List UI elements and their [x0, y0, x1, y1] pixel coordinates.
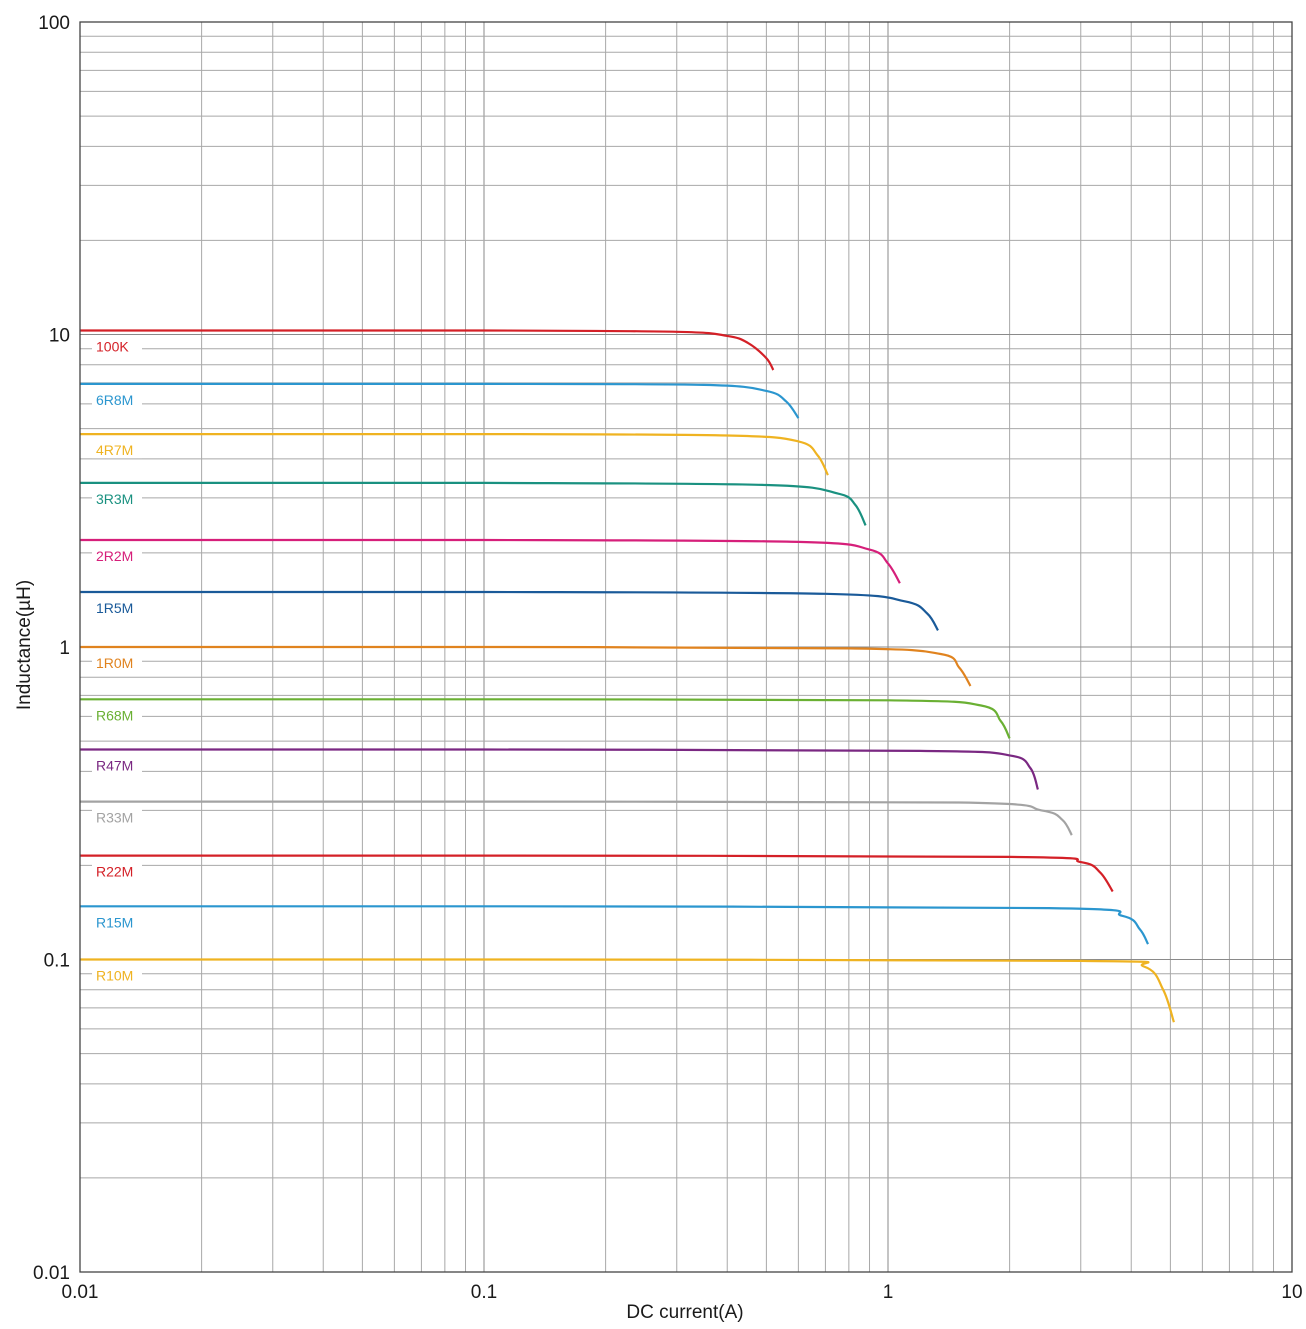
series-labels: 100K 6R8M 4R7M 3R3M 2R2M 1R5M 1R0M R68M R47M R33M…: [92, 337, 142, 984]
x-tick-label: 0.01: [62, 1282, 99, 1303]
series-label-100k: 100K: [96, 338, 129, 354]
series-label-2r2m: 2R2M: [96, 548, 133, 564]
series-label-background: [92, 756, 142, 774]
y-tick-label: 100: [38, 13, 70, 34]
series-line-r22m: [80, 854, 1114, 893]
series-label-r10m: R10M: [96, 968, 133, 984]
series-label-3r3m: 3R3M: [96, 491, 133, 507]
series-label-background: [92, 489, 142, 507]
series-label-background: [92, 966, 142, 984]
series-label-1r5m: 1R5M: [96, 600, 133, 616]
plot-frame: [79, 21, 1293, 1273]
series-label-background: [92, 598, 142, 616]
series-label-background: [92, 808, 142, 826]
series-label-4r7m: 4R7M: [96, 442, 133, 458]
series-line-1r5m: [80, 590, 939, 631]
series-label-background: [92, 390, 142, 408]
series-label-6r8m: 6R8M: [96, 392, 133, 408]
series-label-background: [92, 862, 142, 880]
series-lines: [79, 329, 1175, 1023]
series-label-background: [92, 546, 142, 564]
series-label-r22m: R22M: [96, 864, 133, 880]
series-label-1r0m: 1R0M: [96, 655, 133, 671]
series-label-background: [92, 441, 142, 459]
series-line-r10m: [80, 958, 1175, 1023]
series-label-r15m: R15M: [96, 914, 133, 930]
series-line-3r3m: [80, 481, 867, 526]
x-axis-title: DC current(A): [626, 1302, 743, 1323]
y-axis-title: Inductance(µH): [14, 580, 35, 710]
series-label-background: [92, 913, 142, 931]
x-tick-label: 10: [1281, 1282, 1302, 1303]
series-line-r15m: [80, 905, 1149, 945]
y-tick-label: 10: [49, 326, 70, 347]
x-tick-label: 0.1: [471, 1282, 497, 1303]
axes: 0.01 0.1 1 10 0.01 0.1 1 10 100: [33, 13, 1303, 1303]
series-line-r68m: [80, 698, 1011, 739]
series-line-1r0m: [80, 645, 972, 687]
series-line-100k: [80, 329, 775, 371]
y-tick-label: 0.01: [33, 1263, 70, 1284]
series-line-r47m: [80, 748, 1039, 790]
series-label-r68m: R68M: [96, 707, 133, 723]
series-label-background: [92, 337, 142, 355]
series-line-2r2m: [80, 538, 901, 584]
series-label-r47m: R47M: [96, 757, 133, 773]
series-label-r33m: R33M: [96, 810, 133, 826]
x-tick-label: 1: [883, 1282, 894, 1303]
series-label-background: [92, 706, 142, 724]
series-line-6r8m: [80, 382, 800, 419]
y-tick-label: 0.1: [44, 951, 70, 972]
series-line-r33m: [80, 800, 1073, 836]
series-line-4r7m: [79, 432, 829, 476]
y-tick-label: 1: [59, 638, 70, 659]
series-label-background: [92, 654, 142, 671]
